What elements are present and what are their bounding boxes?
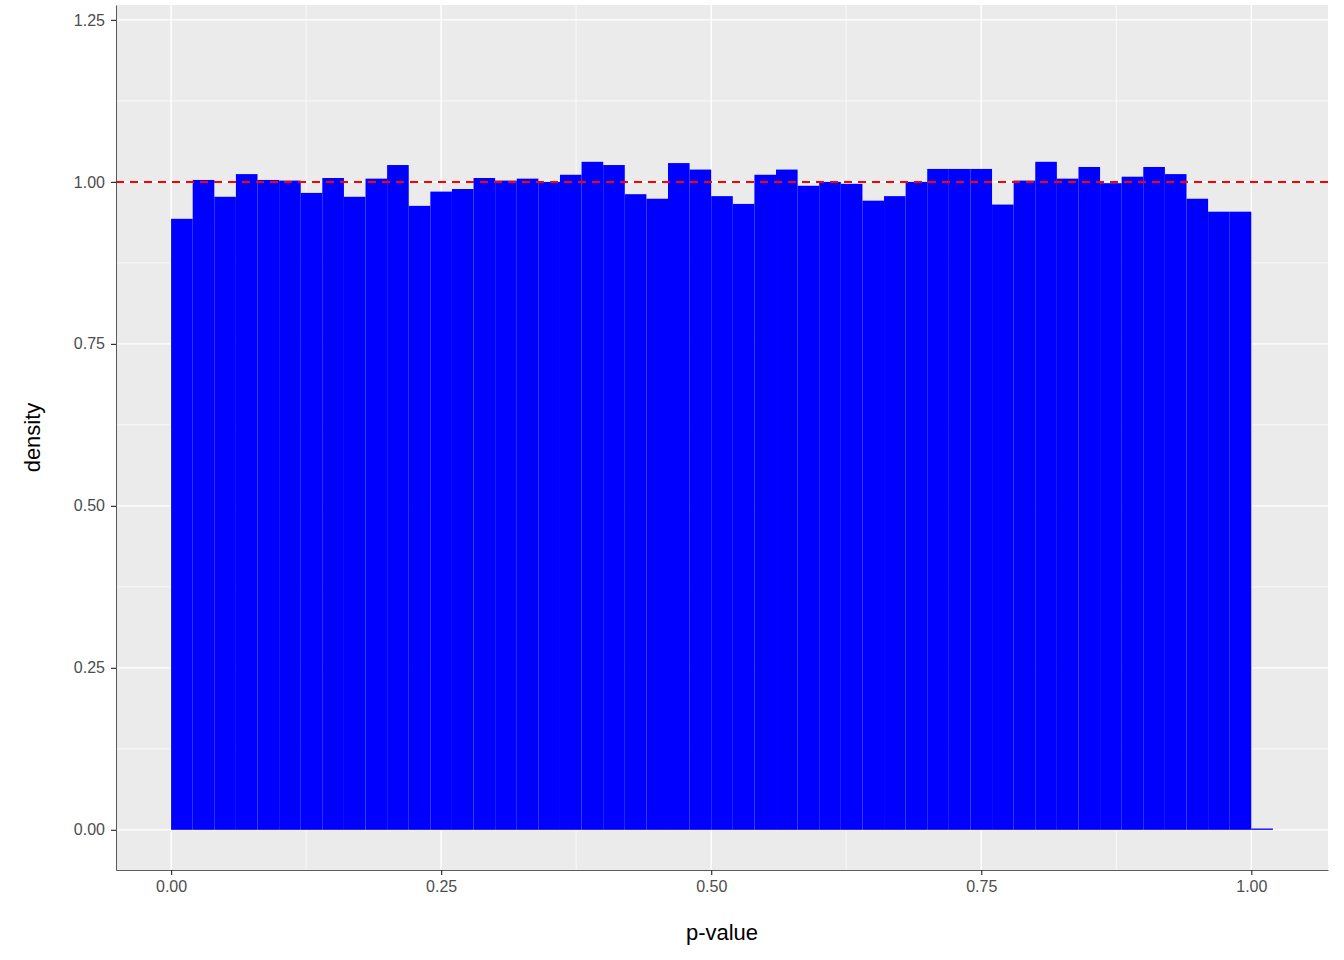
axis-line	[116, 6, 117, 871]
tick: 1.00	[1236, 870, 1267, 895]
histogram-bar	[1208, 212, 1230, 830]
y-axis-title: density	[20, 403, 45, 473]
histogram-bar	[862, 201, 884, 830]
histogram-bar	[214, 197, 236, 830]
histogram-bar	[992, 205, 1014, 830]
tick-label: 0.50	[74, 497, 105, 514]
grid	[116, 5, 1328, 870]
histogram-bar	[409, 206, 431, 830]
tick-mark	[111, 830, 116, 831]
histogram-bar	[646, 199, 668, 830]
tick-mark	[111, 668, 116, 669]
tick: 0.75	[74, 335, 116, 352]
histogram-bar	[1251, 829, 1273, 830]
histogram-bar	[474, 178, 496, 830]
histogram-bar	[668, 163, 690, 830]
histogram-bar	[798, 186, 820, 830]
histogram-bar	[603, 165, 625, 830]
tick-label: 1.00	[74, 174, 105, 191]
histogram-bar	[884, 196, 906, 830]
histogram-bar	[452, 189, 474, 830]
histogram-bar	[171, 219, 193, 830]
histogram-bar	[1078, 167, 1100, 830]
histogram-bar	[301, 193, 323, 830]
histogram-bar	[495, 181, 517, 830]
histogram-bar	[279, 181, 301, 830]
histogram-bar	[1014, 181, 1036, 830]
tick-mark	[111, 20, 116, 21]
x-axis: 0.00 0.25 0.50 0.75 1.00	[117, 870, 1329, 895]
histogram-bar	[193, 180, 215, 830]
axis-line	[117, 870, 1329, 871]
histogram-bar	[841, 184, 863, 830]
histogram-bar	[819, 182, 841, 830]
histogram-bar	[236, 174, 258, 830]
histogram-bar	[927, 169, 949, 830]
tick-label: 1.00	[1236, 878, 1267, 895]
histogram-bar	[906, 182, 928, 830]
tick-label: 0.25	[426, 878, 457, 895]
histogram-bar	[517, 179, 539, 830]
tick: 1.00	[74, 174, 116, 191]
marks	[116, 162, 1328, 830]
plot: 0.00 0.25 0.50 0.75 1.00 0.00 0.25 0.50 0.75 1.00…	[74, 5, 1329, 895]
tick-mark	[981, 870, 982, 875]
histogram-bar	[322, 178, 344, 830]
histogram-bar	[776, 170, 798, 830]
tick: 0.50	[74, 497, 116, 514]
tick-label: 0.75	[74, 335, 105, 352]
histogram-bar	[733, 204, 755, 830]
tick: 0.25	[426, 870, 457, 895]
tick-mark	[111, 506, 116, 507]
histogram-bar	[1230, 212, 1252, 830]
tick-mark	[1251, 870, 1252, 875]
tick-label: 0.50	[696, 878, 727, 895]
tick-mark	[171, 870, 172, 875]
histogram-bar	[1122, 177, 1144, 830]
histogram-bar	[1165, 174, 1187, 830]
tick-label: 0.00	[156, 878, 187, 895]
y-axis: 0.00 0.25 0.50 0.75 1.00 1.25	[74, 6, 117, 871]
histogram-bar	[1035, 162, 1057, 830]
tick: 0.50	[696, 870, 727, 895]
tick: 0.25	[74, 659, 116, 676]
histogram-bar	[1143, 167, 1165, 830]
tick-mark	[111, 182, 116, 183]
histogram-bar	[1100, 183, 1122, 830]
tick-mark	[111, 344, 116, 345]
histogram-bar	[1057, 179, 1079, 830]
tick-label: 0.75	[966, 878, 997, 895]
reference-line	[116, 181, 1328, 183]
panel-background	[116, 5, 1328, 870]
histogram-bar	[387, 165, 409, 830]
tick-label: 0.25	[74, 659, 105, 676]
tick-label: 0.00	[74, 821, 105, 838]
grid-line	[116, 19, 1328, 20]
tick-label: 1.25	[74, 12, 105, 29]
histogram-bar	[366, 179, 388, 830]
histogram-bar	[949, 169, 971, 830]
histogram-bar	[344, 197, 366, 830]
minor-grid-line	[116, 100, 1328, 101]
histogram-bar	[538, 182, 560, 830]
tick-mark	[441, 870, 442, 875]
chart: 0.00 0.25 0.50 0.75 1.00 0.00 0.25 0.50 0.75 1.00…	[0, 0, 1344, 960]
histogram-bar	[625, 194, 647, 830]
histogram-bar	[1186, 199, 1208, 830]
histogram-bar	[430, 192, 452, 830]
histogram-bar	[970, 169, 992, 830]
histogram-bar	[582, 162, 604, 830]
histogram-bar	[560, 175, 582, 830]
tick: 0.00	[74, 821, 116, 838]
x-axis-title: p-value	[686, 920, 758, 945]
histogram-bar	[711, 196, 733, 830]
histogram-bar	[258, 180, 280, 830]
tick-mark	[711, 870, 712, 875]
histogram-bar	[754, 175, 776, 830]
tick: 1.25	[74, 12, 116, 29]
histogram-bar	[690, 170, 712, 830]
tick: 0.00	[156, 870, 187, 895]
tick: 0.75	[966, 870, 997, 895]
